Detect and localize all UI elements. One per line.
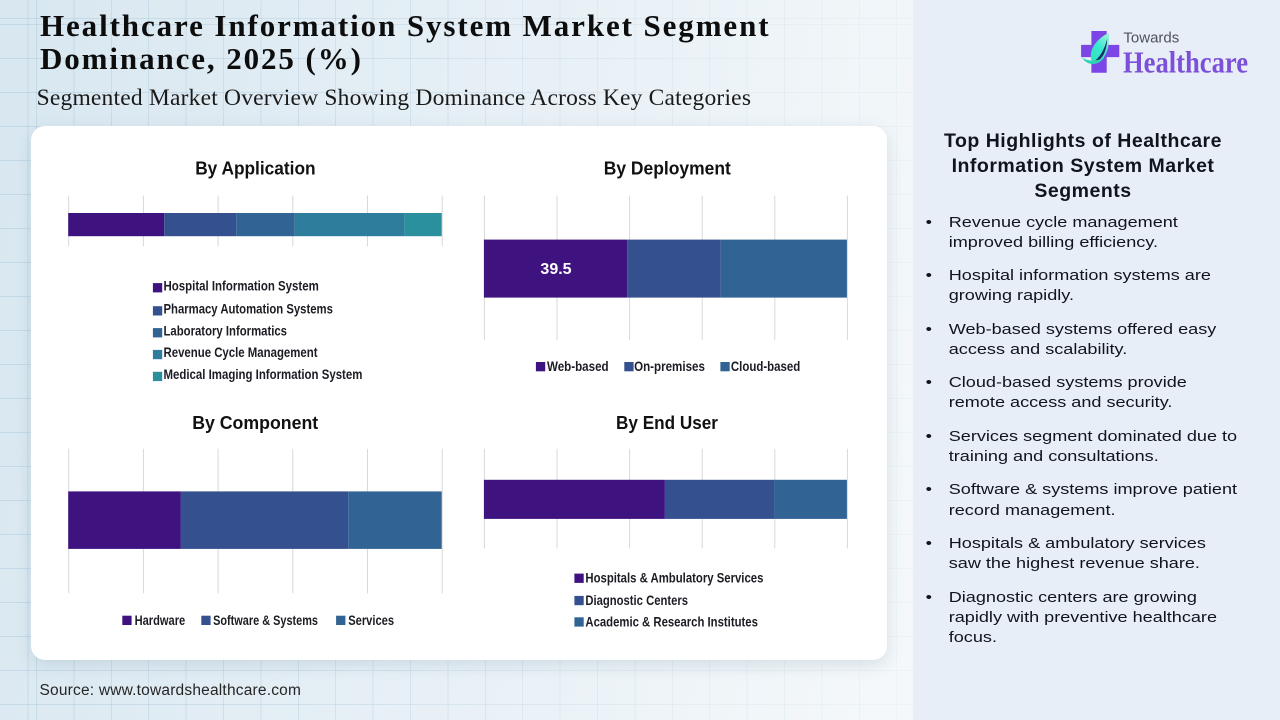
svg-text:Towards: Towards [1123,29,1179,46]
svg-text:By Deployment: By Deployment [604,159,731,179]
svg-text:Laboratory Informatics: Laboratory Informatics [164,322,288,338]
svg-text:By End User: By End User [616,413,718,433]
svg-text:Hospitals & Ambulatory Service: Hospitals & Ambulatory Services [585,570,763,586]
svg-text:39.5: 39.5 [540,261,571,278]
svg-text:Web-based: Web-based [547,358,609,374]
svg-text:Academic & Research Institutes: Academic & Research Institutes [585,613,758,629]
svg-text:Revenue Cycle Management: Revenue Cycle Management [164,344,318,360]
svg-text:By Application: By Application [195,159,315,179]
svg-text:Hardware: Hardware [135,612,186,628]
svg-text:Pharmacy Automation Systems: Pharmacy Automation Systems [164,301,334,317]
svg-text:Hospital Information System: Hospital Information System [164,277,319,293]
svg-text:Diagnostic Centers: Diagnostic Centers [585,592,688,608]
svg-text:Cloud-based: Cloud-based [731,358,800,374]
svg-text:Healthcare: Healthcare [1123,45,1248,76]
svg-text:Medical Imaging Information Sy: Medical Imaging Information System [164,366,363,382]
svg-text:By Component: By Component [192,413,318,433]
svg-text:Software & Systems: Software & Systems [213,612,318,628]
svg-text:Services: Services [348,612,394,628]
svg-text:On-premises: On-premises [634,358,705,374]
